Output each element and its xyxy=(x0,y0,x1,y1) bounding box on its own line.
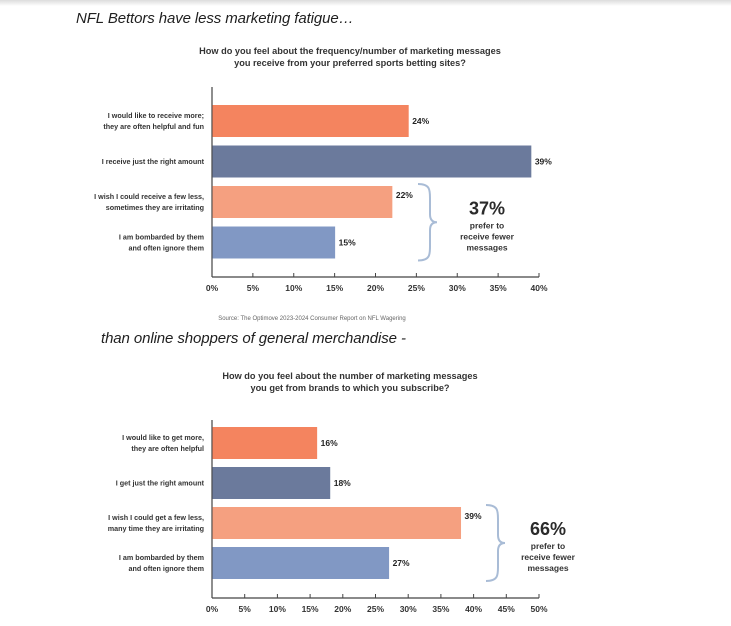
bar-value-label: 15% xyxy=(339,238,356,248)
annotation-brace xyxy=(485,504,506,582)
x-tick-label: 20% xyxy=(367,283,384,293)
category-label: sometimes they are irritating xyxy=(106,203,204,212)
window-top-edge xyxy=(0,0,731,6)
category-label: and often ignore them xyxy=(129,564,204,573)
category-label: I wish I could receive a few less, xyxy=(94,192,204,201)
caption-nfl-bettors: NFL Bettors have less marketing fatigue… xyxy=(76,10,354,27)
bar-4 xyxy=(212,226,336,259)
x-tick-label: 45% xyxy=(498,604,515,614)
category-label: I am bombarded by them xyxy=(119,553,204,562)
category-label: I receive just the right amount xyxy=(102,157,205,166)
caption-online-shoppers: than online shoppers of general merchand… xyxy=(101,330,406,347)
x-tick-label: 5% xyxy=(247,283,260,293)
bar-4 xyxy=(212,547,390,579)
annotation-text: receive fewer xyxy=(460,231,515,241)
bar-value-label: 39% xyxy=(535,157,552,167)
chart-source-note: Source: The Optimove 2023-2024 Consumer … xyxy=(218,316,406,322)
x-tick-label: 30% xyxy=(449,283,466,293)
x-tick-label: 25% xyxy=(367,604,384,614)
bar-value-label: 22% xyxy=(396,190,413,200)
x-tick-label: 40% xyxy=(465,604,482,614)
bar-value-label: 39% xyxy=(465,511,482,521)
annotation-brace xyxy=(417,183,438,262)
x-tick-label: 5% xyxy=(239,604,252,614)
annotation-text: messages xyxy=(466,242,507,252)
x-tick-label: 0% xyxy=(206,283,219,293)
category-label: and often ignore them xyxy=(129,244,204,253)
bar-3 xyxy=(212,186,393,218)
annotation-text: messages xyxy=(527,563,568,573)
annotation-percentage: 37% xyxy=(469,198,505,218)
category-label: I would like to receive more; xyxy=(108,111,204,120)
x-tick-label: 20% xyxy=(334,604,351,614)
category-label: many time they are irritating xyxy=(108,524,204,533)
x-tick-label: 15% xyxy=(326,283,343,293)
bar-3 xyxy=(212,507,462,539)
category-label: they are often helpful and fun xyxy=(103,122,204,131)
category-label: I wish I could get a few less, xyxy=(108,513,204,522)
x-tick-label: 40% xyxy=(530,283,547,293)
annotation-text: receive fewer xyxy=(521,552,576,562)
x-tick-label: 50% xyxy=(530,604,547,614)
bar-2 xyxy=(212,467,331,499)
bar-value-label: 27% xyxy=(393,558,410,568)
category-label: I am bombarded by them xyxy=(119,233,204,242)
chart2-title: How do you feel about the number of mark… xyxy=(222,371,478,393)
category-label: I would like to get more, xyxy=(122,433,204,442)
category-label: they are often helpful xyxy=(131,444,204,453)
x-tick-label: 35% xyxy=(432,604,449,614)
bar-1 xyxy=(212,105,409,137)
bar-2 xyxy=(212,145,532,178)
x-tick-label: 10% xyxy=(269,604,286,614)
chart1-title: How do you feel about the frequency/numb… xyxy=(199,46,501,68)
bar-value-label: 18% xyxy=(334,478,351,488)
annotation-text: prefer to xyxy=(470,220,504,230)
x-tick-label: 25% xyxy=(408,283,425,293)
x-tick-label: 30% xyxy=(400,604,417,614)
category-label: I get just the right amount xyxy=(116,479,205,488)
bar-value-label: 16% xyxy=(321,438,338,448)
annotation-text: prefer to xyxy=(531,541,565,551)
x-tick-label: 35% xyxy=(490,283,507,293)
bar-1 xyxy=(212,427,318,459)
annotation-percentage: 66% xyxy=(530,519,566,539)
x-tick-label: 0% xyxy=(206,604,219,614)
x-tick-label: 10% xyxy=(285,283,302,293)
bar-value-label: 24% xyxy=(412,116,429,126)
x-tick-label: 15% xyxy=(302,604,319,614)
chart1-nfl-bettors: 0% 5% 10% 15% 20% 25% 30% 35% 40% 24% I would like… xyxy=(94,87,552,322)
